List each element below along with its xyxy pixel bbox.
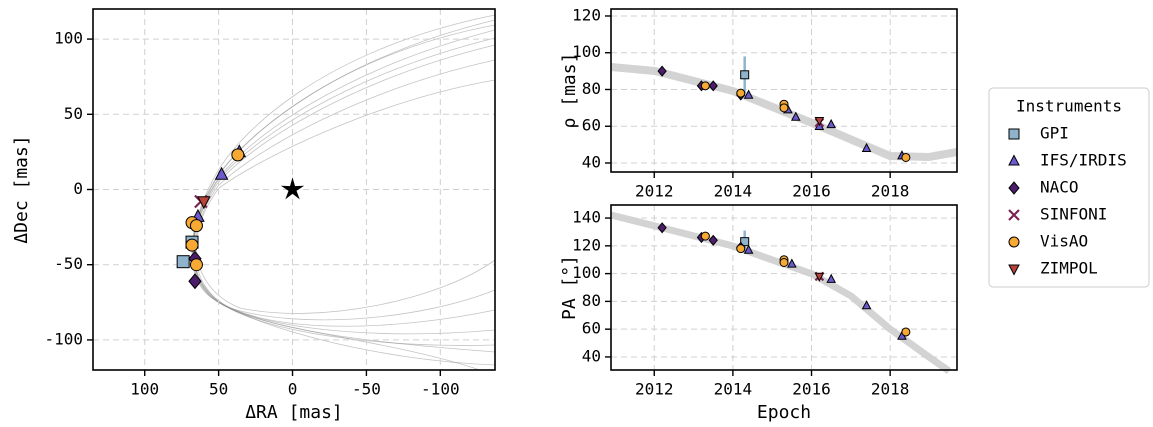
- marker: [790, 111, 801, 121]
- marker: [700, 81, 710, 91]
- marker: [779, 258, 789, 267]
- x-tick-label: 2014: [714, 182, 753, 201]
- orbit-draws: [191, 14, 496, 371]
- marker: [1008, 128, 1020, 140]
- marker: [231, 148, 245, 162]
- marker: [1008, 236, 1020, 248]
- y-tick-label: 50: [64, 104, 83, 123]
- marker: [280, 177, 305, 200]
- marker: [814, 117, 825, 127]
- y-tick-label: -100: [44, 329, 83, 348]
- marker: [901, 327, 911, 337]
- x-tick-label: 2016: [792, 380, 831, 399]
- marker: [185, 238, 199, 252]
- marker: [1008, 209, 1020, 221]
- marker: [657, 222, 667, 234]
- y-tick-label: 60: [582, 116, 601, 135]
- y-axis-label: PA [°]: [559, 255, 580, 320]
- x-tick-label: 2018: [871, 182, 910, 201]
- x-tick-label: -50: [352, 380, 381, 399]
- y-tick-label: 0: [73, 179, 83, 198]
- y-tick-label: 80: [582, 79, 601, 98]
- y-tick-label: -50: [54, 254, 83, 273]
- legend-label: SINFONI: [1040, 205, 1107, 224]
- marker: [700, 231, 710, 241]
- marker: [826, 273, 837, 283]
- y-tick-label: 100: [54, 29, 83, 48]
- y-tick-label: 60: [582, 319, 601, 338]
- marker: [176, 255, 190, 269]
- y-axis-label: ΔDec [mas]: [11, 135, 32, 243]
- x-tick-label: 100: [130, 380, 159, 399]
- legend-label: GPI: [1040, 124, 1069, 143]
- marker: [1008, 154, 1020, 166]
- marker: [197, 196, 211, 210]
- marker: [214, 166, 229, 180]
- x-tick-label: 2014: [714, 380, 753, 399]
- x-tick-label: 2018: [871, 380, 910, 399]
- marker: [189, 219, 203, 233]
- marker: [1008, 181, 1020, 195]
- y-tick-label: 40: [582, 346, 601, 365]
- marker: [708, 80, 718, 92]
- y-tick-label: 100: [572, 42, 601, 61]
- marker: [743, 89, 754, 99]
- x-tick-label: 2016: [792, 182, 831, 201]
- model-band: [610, 211, 952, 374]
- marker: [736, 244, 746, 254]
- legend-box: [988, 87, 1150, 288]
- marker: [814, 272, 825, 282]
- marker: [861, 142, 872, 152]
- marker: [787, 258, 797, 268]
- y-tick-label: 80: [582, 291, 601, 310]
- x-tick-label: 2012: [635, 380, 674, 399]
- y-tick-label: 120: [572, 5, 601, 24]
- y-tick-label: 40: [582, 152, 601, 171]
- x-axis-label: ΔRA [mas]: [245, 402, 343, 423]
- legend-label: NACO: [1040, 178, 1079, 197]
- marker: [861, 300, 872, 310]
- marker: [708, 234, 718, 246]
- x-tick-label: 50: [209, 380, 228, 399]
- marker: [736, 88, 746, 98]
- legend-title: Instruments: [1016, 97, 1122, 116]
- marker: [657, 65, 667, 77]
- axes-frame: [610, 204, 958, 371]
- marker: [826, 118, 837, 129]
- marker: [743, 244, 754, 254]
- marker: [740, 70, 750, 80]
- y-tick-label: 100: [572, 263, 601, 282]
- x-tick-label: 2012: [635, 182, 674, 201]
- legend-label: IFS/IRDIS: [1040, 151, 1127, 170]
- x-tick-label: 0: [288, 380, 298, 399]
- legend-label: VisAO: [1040, 232, 1088, 251]
- legend-label: ZIMPOL: [1040, 259, 1098, 278]
- y-tick-label: 120: [572, 235, 601, 254]
- y-tick-label: 140: [572, 208, 601, 227]
- x-tick-label: -100: [421, 380, 460, 399]
- x-axis-label: Epoch: [757, 402, 811, 423]
- marker: [740, 237, 750, 247]
- axes-frame: [610, 8, 958, 173]
- marker: [779, 103, 789, 113]
- marker: [901, 152, 911, 162]
- marker: [189, 258, 203, 272]
- axes-frame: [92, 8, 496, 371]
- y-axis-label: ρ [mas]: [559, 53, 580, 129]
- marker: [1008, 264, 1020, 276]
- marker: [188, 273, 202, 290]
